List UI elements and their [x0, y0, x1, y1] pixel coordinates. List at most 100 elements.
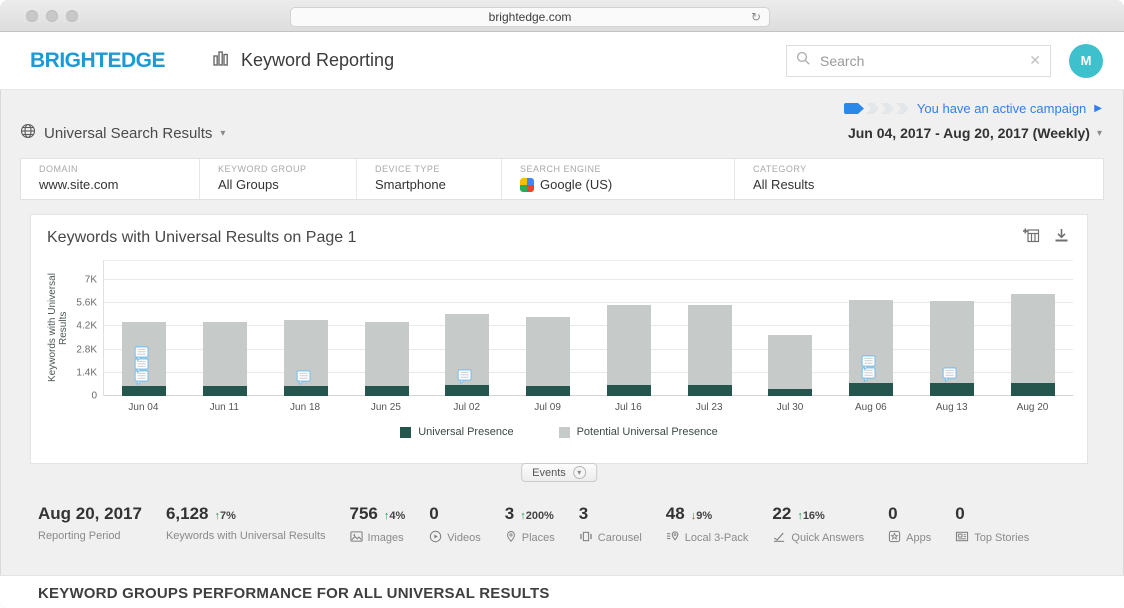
- event-note-icon[interactable]: [134, 370, 150, 390]
- chart-card-header: Keywords with Universal Results on Page …: [31, 215, 1087, 248]
- universal-presence-segment[interactable]: [445, 385, 490, 396]
- delta-down-arrow-icon: ↓: [690, 510, 697, 522]
- stacked-bar[interactable]: [687, 304, 732, 396]
- bar-column-jun-04: [104, 261, 185, 396]
- campaign-play-icon[interactable]: ▶: [1094, 103, 1102, 114]
- universal-presence-segment[interactable]: [364, 386, 409, 396]
- campaign-link[interactable]: You have an active campaign: [916, 101, 1087, 116]
- view-picker-label: Universal Search Results: [44, 124, 213, 142]
- stacked-bar[interactable]: [768, 334, 813, 396]
- y-tick-label: 5.6K: [76, 297, 97, 309]
- stat-label: Images: [367, 532, 404, 544]
- stat-value: 48: [665, 504, 685, 523]
- delta-up-arrow-icon: ↑: [383, 510, 390, 522]
- close-icon[interactable]: ✕: [1029, 52, 1041, 68]
- stat-label: Quick Answers: [791, 532, 865, 544]
- stacked-bar[interactable]: [203, 321, 248, 396]
- stat-label: Places: [521, 532, 555, 544]
- potential-universal-presence-segment[interactable]: [687, 304, 732, 386]
- stat-delta: ↑200%: [520, 510, 554, 522]
- legend-swatch: [400, 426, 412, 438]
- carousel-icon: [579, 530, 593, 546]
- add-to-dashboard-icon[interactable]: [1023, 228, 1040, 248]
- universal-presence-segment[interactable]: [1010, 382, 1055, 396]
- chart-area: Keywords with Universal Results 0 1.4K 2.8…: [31, 260, 1087, 413]
- page-title-text: Keyword Reporting: [241, 50, 395, 70]
- potential-universal-presence-segment[interactable]: [364, 321, 409, 387]
- date-range-picker[interactable]: Jun 04, 2017 - Aug 20, 2017 (Weekly) ▾: [848, 125, 1102, 141]
- gridline: [104, 325, 1073, 327]
- event-note-icon[interactable]: [457, 369, 473, 389]
- universal-presence-segment[interactable]: [203, 386, 248, 396]
- filter-category[interactable]: CATEGORY All Results: [734, 159, 1103, 199]
- potential-universal-presence-segment[interactable]: [1010, 294, 1055, 383]
- page-title: Keyword Reporting: [213, 50, 394, 71]
- stacked-bar[interactable]: [445, 313, 490, 396]
- stat-value: 0: [955, 504, 965, 523]
- event-note-icon[interactable]: [296, 370, 312, 390]
- avatar[interactable]: M: [1069, 43, 1103, 78]
- chart-card: Keywords with Universal Results on Page …: [30, 214, 1088, 482]
- filter-keyword-group[interactable]: KEYWORD GROUP All Groups: [199, 159, 356, 199]
- y-axis-title: Keywords with Universal Results: [47, 273, 69, 383]
- delta-up-arrow-icon: ↑: [214, 510, 221, 522]
- stacked-bar[interactable]: [364, 321, 409, 396]
- y-tick-label: 7K: [84, 274, 97, 286]
- legend-item-potential-universal-presence: Potential Universal Presence: [558, 426, 718, 438]
- universal-presence-segment[interactable]: [122, 386, 167, 396]
- legend-label: Potential Universal Presence: [576, 426, 718, 438]
- plot-area: [103, 260, 1073, 396]
- images-icon: [349, 530, 363, 546]
- events-button[interactable]: Events ▾: [521, 463, 597, 482]
- filter-label: KEYWORD GROUP: [218, 164, 307, 174]
- browser-chrome: brightedge.com ↻: [0, 0, 1124, 32]
- potential-universal-presence-segment[interactable]: [203, 321, 248, 387]
- filter-label: DEVICE TYPE: [375, 164, 440, 174]
- universal-presence-segment[interactable]: [606, 385, 651, 396]
- download-icon[interactable]: [1054, 228, 1069, 248]
- stat-places: 3 ↑200% Places: [505, 504, 555, 546]
- google-icon: [520, 177, 534, 192]
- filter-device-type[interactable]: DEVICE TYPE Smartphone: [356, 159, 501, 199]
- filter-domain[interactable]: DOMAIN www.site.com: [21, 159, 199, 199]
- event-note-icon[interactable]: [134, 358, 150, 378]
- universal-presence-segment[interactable]: [283, 386, 328, 396]
- search-box: ✕: [786, 44, 1051, 77]
- minimize-window-button[interactable]: [46, 9, 58, 22]
- potential-universal-presence-segment[interactable]: [526, 317, 571, 387]
- search-input[interactable]: [818, 51, 1030, 70]
- view-picker[interactable]: Universal Search Results ▾: [20, 123, 225, 143]
- stacked-bar[interactable]: [526, 317, 571, 396]
- filter-search-engine[interactable]: SEARCH ENGINE Google (US): [501, 159, 734, 199]
- universal-presence-segment[interactable]: [687, 385, 732, 396]
- brightedge-logo: BRIGHTEDGE: [30, 48, 166, 72]
- universal-presence-segment[interactable]: [929, 382, 974, 396]
- event-note-icon[interactable]: [861, 354, 877, 375]
- chart-title: Keywords with Universal Results on Page …: [47, 229, 357, 246]
- url-bar[interactable]: brightedge.com ↻: [290, 7, 770, 27]
- quick-answers-icon: [772, 530, 786, 546]
- x-tick-label: Aug 20: [1016, 402, 1049, 413]
- reload-icon[interactable]: ↻: [750, 10, 761, 24]
- stacked-bar[interactable]: [1010, 294, 1055, 396]
- stat-value: 756: [349, 504, 378, 523]
- universal-presence-segment[interactable]: [526, 386, 571, 396]
- potential-universal-presence-segment[interactable]: [768, 334, 813, 390]
- places-icon: [505, 530, 517, 546]
- delta-up-arrow-icon: ↑: [520, 510, 526, 522]
- zoom-window-button[interactable]: [66, 9, 78, 22]
- universal-presence-segment[interactable]: [849, 382, 894, 396]
- y-tick-label: 0: [91, 390, 97, 402]
- event-note-icon[interactable]: [942, 366, 958, 387]
- x-axis-labels: Jun 04 Jun 11 Jun 18 Jun 25 Jul 02 Jul 09 Jul …: [103, 402, 1073, 413]
- bar-column-jul-23: [669, 261, 750, 396]
- event-note-icon[interactable]: [134, 346, 150, 366]
- event-note-icon[interactable]: [861, 366, 877, 387]
- bar-column-jul-16: [589, 261, 670, 396]
- stat-value: 0: [429, 504, 439, 523]
- close-window-button[interactable]: [26, 9, 38, 22]
- universal-presence-segment[interactable]: [768, 389, 813, 396]
- stacked-bar[interactable]: [606, 304, 651, 396]
- x-tick-label: Jul 02: [453, 402, 481, 413]
- potential-universal-presence-segment[interactable]: [606, 304, 651, 386]
